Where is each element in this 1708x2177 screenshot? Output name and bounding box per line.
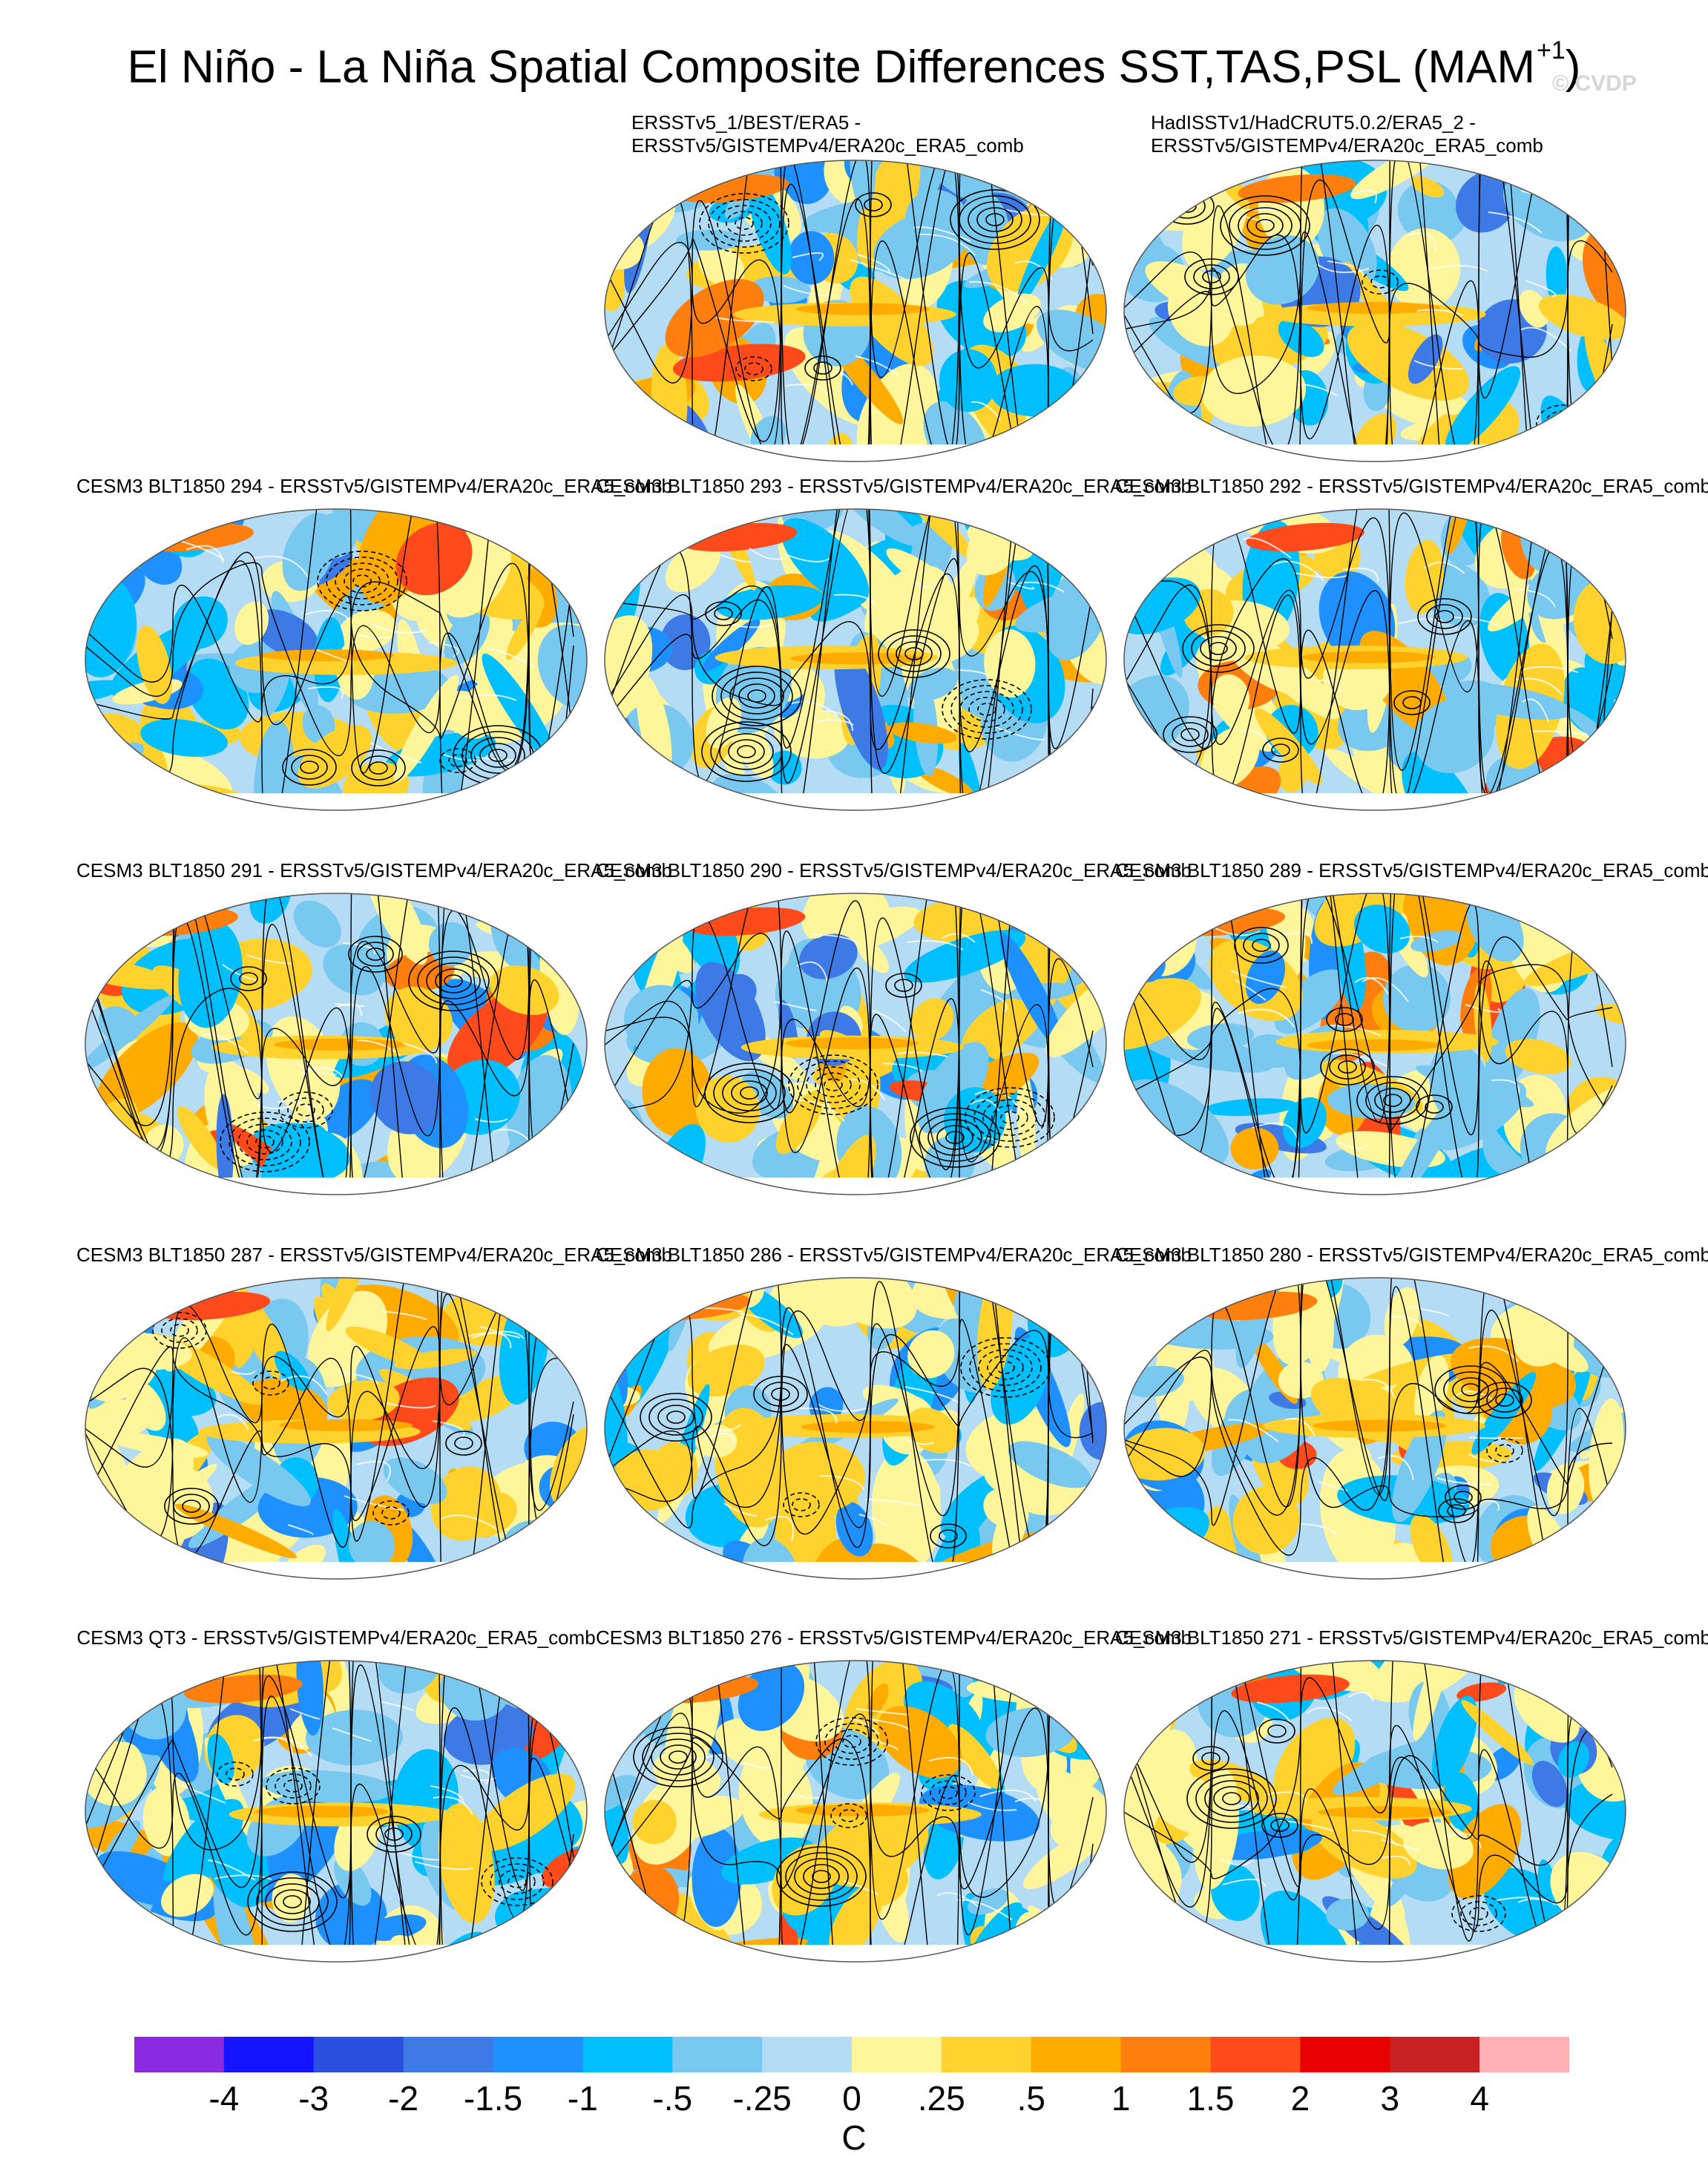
colorbar-tick-label: 4 (1470, 2079, 1489, 2118)
colorbar-swatch (1031, 2037, 1122, 2072)
colorbar-swatch (493, 2037, 583, 2072)
world-map (85, 1277, 588, 1580)
colorbar-swatch (223, 2037, 315, 2072)
title-superscript: +1 (1537, 36, 1566, 65)
map-panel: CESM3 BLT1850 291 - ERSSTv5/GISTEMPv4/ER… (76, 844, 672, 1201)
map-panel: CESM3 QT3 - ERSSTv5/GISTEMPv4/ERA20c_ERA… (76, 1612, 596, 1968)
panel-title: CESM3 QT3 - ERSSTv5/GISTEMPv4/ERA20c_ERA… (76, 1626, 596, 1649)
colorbar-swatch (582, 2037, 673, 2072)
world-map (1123, 1277, 1626, 1580)
colorbar-swatch (313, 2037, 404, 2072)
title-text: El Niño - La Niña Spatial Composite Diff… (127, 42, 1536, 93)
map-panel: CESM3 BLT1850 276 - ERSSTv5/GISTEMPv4/ER… (596, 1612, 1192, 1968)
colorbar-swatch (1210, 2037, 1301, 2072)
colorbar-tick-label: -.25 (732, 2079, 792, 2118)
anomaly-field (1124, 160, 1626, 462)
panel-title: CESM3 BLT1850 287 - ERSSTv5/GISTEMPv4/ER… (76, 1244, 672, 1266)
panel-title: CESM3 BLT1850 294 - ERSSTv5/GISTEMPv4/ER… (76, 475, 672, 497)
world-map (604, 893, 1107, 1195)
world-map (85, 508, 588, 811)
colorbar-swatch (403, 2037, 493, 2072)
colorbar-swatch (1120, 2037, 1211, 2072)
colorbar-tick-label: -4 (208, 2079, 240, 2118)
map-panel: CESM3 BLT1850 293 - ERSSTv5/GISTEMPv4/ER… (596, 460, 1192, 816)
colorbar-swatch (1300, 2037, 1390, 2072)
colorbar-tick-label: 1 (1111, 2079, 1131, 2118)
panel-title: CESM3 BLT1850 290 - ERSSTv5/GISTEMPv4/ER… (596, 859, 1192, 881)
panel-title: CESM3 BLT1850 286 - ERSSTv5/GISTEMPv4/ER… (596, 1244, 1192, 1266)
map-panel: CESM3 BLT1850 294 - ERSSTv5/GISTEMPv4/ER… (76, 460, 672, 816)
world-map (1123, 160, 1626, 462)
map-panel: CESM3 BLT1850 290 - ERSSTv5/GISTEMPv4/ER… (596, 844, 1192, 1201)
colorbar-tick-label: -1 (567, 2079, 598, 2118)
map-panel: CESM3 BLT1850 286 - ERSSTv5/GISTEMPv4/ER… (596, 1229, 1192, 1585)
map-panel: HadISSTv1/HadCRUT5.0.2/ERA5_2 - ERSSTv5/… (1115, 111, 1635, 467)
map-panel: CESM3 BLT1850 287 - ERSSTv5/GISTEMPv4/ER… (76, 1229, 672, 1585)
colorbar-tick-label: 0 (842, 2079, 861, 2118)
map-panel: CESM3 BLT1850 280 - ERSSTv5/GISTEMPv4/ER… (1115, 1229, 1708, 1585)
world-map (604, 1660, 1107, 1963)
map-panel: CESM3 BLT1850 271 - ERSSTv5/GISTEMPv4/ER… (1115, 1612, 1708, 1968)
title-close: ) (1565, 42, 1581, 93)
map-panel: CESM3 BLT1850 292 - ERSSTv5/GISTEMPv4/ER… (1115, 460, 1708, 816)
panel-title-line1: ERSSTv5_1/BEST/ERA5 - (631, 111, 861, 134)
panel-title: CESM3 BLT1850 271 - ERSSTv5/GISTEMPv4/ER… (1115, 1626, 1708, 1649)
panel-title-line1: HadISSTv1/HadCRUT5.0.2/ERA5_2 - (1151, 111, 1476, 134)
colorbar-swatch (762, 2037, 853, 2072)
world-map (1123, 1660, 1626, 1963)
colorbar-swatch (1479, 2037, 1569, 2072)
colorbar-tick-label: -.5 (652, 2079, 693, 2118)
panel-title: CESM3 BLT1850 289 - ERSSTv5/GISTEMPv4/ER… (1115, 859, 1708, 881)
panel-title: CESM3 BLT1850 292 - ERSSTv5/GISTEMPv4/ER… (1115, 475, 1708, 497)
colorbar-tick-label: 2 (1290, 2079, 1310, 2118)
watermark: © CVDP (1552, 71, 1637, 96)
panel-title-line2: ERSSTv5/GISTEMPv4/ERA20c_ERA5_comb (631, 134, 1024, 157)
colorbar-swatch (134, 2037, 225, 2072)
world-map (604, 1277, 1107, 1580)
colorbar-swatch (852, 2037, 942, 2072)
colorbar-units: C (841, 2118, 867, 2157)
colorbar-tick-label: .5 (1016, 2079, 1045, 2118)
panel-title: CESM3 BLT1850 276 - ERSSTv5/GISTEMPv4/ER… (596, 1626, 1192, 1649)
colorbar-swatch (941, 2037, 1032, 2072)
colorbar-tick-label: -1.5 (463, 2079, 523, 2118)
colorbar-tick-label: -2 (388, 2079, 419, 2118)
world-map (85, 1660, 588, 1963)
colorbar (134, 2037, 1569, 2072)
panel-title: HadISSTv1/HadCRUT5.0.2/ERA5_2 - ERSSTv5/… (1151, 111, 1640, 157)
panel-title: CESM3 BLT1850 293 - ERSSTv5/GISTEMPv4/ER… (596, 475, 1192, 497)
anomaly-field (1124, 893, 1626, 1195)
world-map (1123, 893, 1626, 1195)
colorbar-labels: -4 -3 -2 -1.5 -1 -.5 -.25 0 .25 .5 1 1.5 2 3 4 (0, 2078, 1708, 2122)
colorbar-swatch (672, 2037, 763, 2072)
colorbar-swatch (1390, 2037, 1480, 2072)
colorbar-tick-label: 1.5 (1186, 2079, 1235, 2118)
page-title: El Niño - La Niña Spatial Composite Diff… (0, 22, 1708, 96)
map-panel: CESM3 BLT1850 289 - ERSSTv5/GISTEMPv4/ER… (1115, 844, 1708, 1201)
colorbar-tick-label: .25 (917, 2079, 965, 2118)
panel-title: CESM3 BLT1850 280 - ERSSTv5/GISTEMPv4/ER… (1115, 1244, 1708, 1266)
map-panel: ERSSTv5_1/BEST/ERA5 - ERSSTv5/GISTEMPv4/… (596, 111, 1115, 467)
world-map (1123, 508, 1626, 811)
panel-title: CESM3 BLT1850 291 - ERSSTv5/GISTEMPv4/ER… (76, 859, 672, 881)
world-map (604, 508, 1107, 811)
panel-title-line2: ERSSTv5/GISTEMPv4/ERA20c_ERA5_comb (1151, 134, 1543, 157)
world-map (85, 893, 588, 1195)
panel-title: ERSSTv5_1/BEST/ERA5 - ERSSTv5/GISTEMPv4/… (631, 111, 1121, 157)
anomaly-field (1124, 1278, 1626, 1579)
world-map (604, 160, 1107, 462)
colorbar-tick-label: -3 (298, 2079, 329, 2118)
colorbar-tick-label: 3 (1380, 2079, 1400, 2118)
